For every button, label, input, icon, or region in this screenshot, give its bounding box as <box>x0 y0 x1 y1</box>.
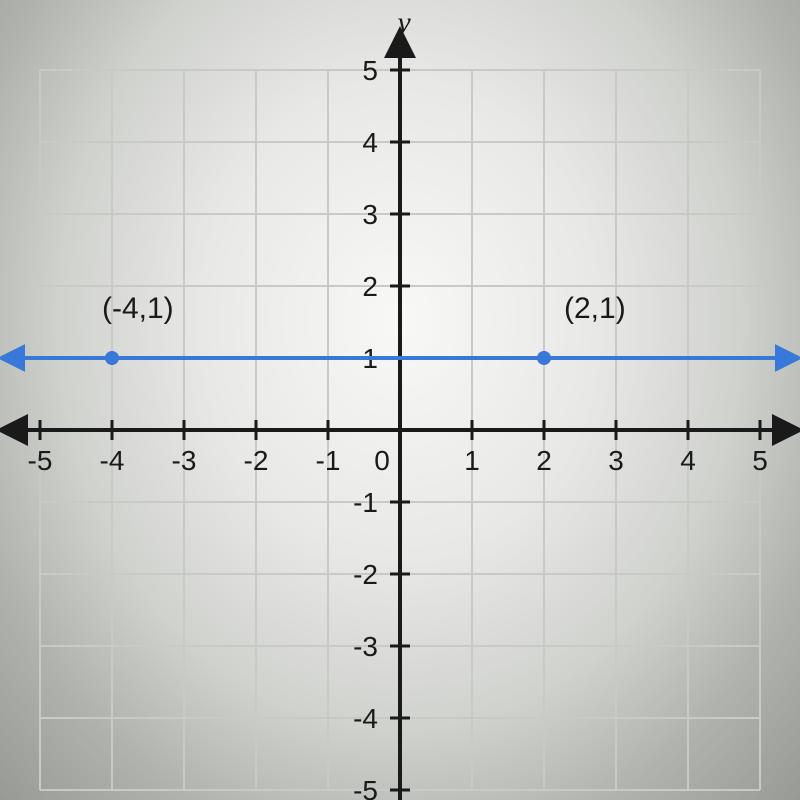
y-tick-label: -3 <box>353 631 378 662</box>
x-tick-label: 1 <box>464 445 480 476</box>
y-tick-label: -5 <box>353 775 378 800</box>
x-tick-label: 3 <box>608 445 624 476</box>
y-tick-label: 4 <box>362 127 378 158</box>
x-tick-label: -5 <box>28 445 53 476</box>
x-tick-label: 5 <box>752 445 768 476</box>
y-tick-label: -1 <box>353 487 378 518</box>
x-tick-label: 2 <box>536 445 552 476</box>
x-tick-label: -1 <box>316 445 341 476</box>
y-tick-label: 2 <box>362 271 378 302</box>
x-tick-label: -2 <box>244 445 269 476</box>
plotted-point <box>537 351 551 365</box>
point-label: (-4,1) <box>102 292 174 325</box>
y-tick-label: 3 <box>362 199 378 230</box>
chart-container: -5-4-3-2-1123450-5-4-3-2-112345y(-4,1)(2… <box>0 0 800 800</box>
y-tick-label: -2 <box>353 559 378 590</box>
x-tick-label: -4 <box>100 445 125 476</box>
y-axis-label: y <box>394 6 411 39</box>
x-tick-label: -3 <box>172 445 197 476</box>
point-label: (2,1) <box>564 292 626 325</box>
coordinate-plane: -5-4-3-2-1123450-5-4-3-2-112345y(-4,1)(2… <box>0 0 800 800</box>
x-tick-label: 4 <box>680 445 696 476</box>
origin-label: 0 <box>374 445 390 476</box>
y-tick-label: -4 <box>353 703 378 734</box>
plotted-point <box>105 351 119 365</box>
y-tick-label: 5 <box>362 55 378 86</box>
